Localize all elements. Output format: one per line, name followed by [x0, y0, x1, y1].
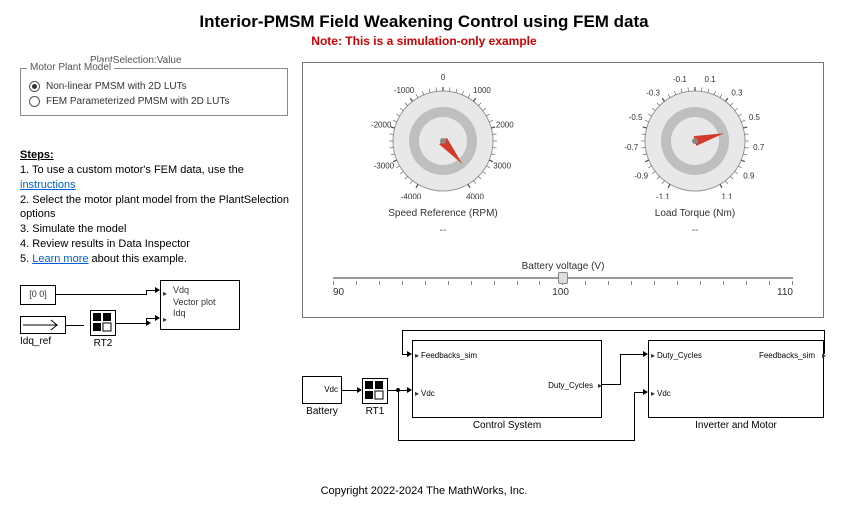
- radio-icon: [29, 81, 40, 92]
- svg-text:0.5: 0.5: [749, 113, 761, 122]
- svg-text:-0.3: -0.3: [646, 89, 660, 98]
- scope-port-vdq: Vdq: [173, 285, 235, 297]
- rt1-block[interactable]: [362, 378, 388, 404]
- svg-text:-1000: -1000: [394, 86, 415, 95]
- inv-port-dutycycles: Duty_Cycles: [657, 351, 702, 360]
- svg-text:-0.5: -0.5: [629, 113, 643, 122]
- learn-more-link[interactable]: Learn more: [32, 253, 88, 265]
- svg-text:2000: 2000: [496, 120, 514, 129]
- svg-text:0.9: 0.9: [743, 172, 755, 181]
- torque-gauge-value: --: [585, 225, 805, 236]
- torque-gauge[interactable]: -1.1 -0.9 -0.7 -0.5 -0.3 -0.1 0.1 0.3 0.5 0.7 0.9 1…: [585, 69, 805, 236]
- svg-text:-0.1: -0.1: [673, 75, 687, 84]
- slider-min: 90: [333, 287, 344, 298]
- inv-port-feedbacks: Feedbacks_sim: [759, 351, 815, 360]
- step-4: 4. Review results in Data Inspector: [20, 238, 190, 250]
- steps-heading: Steps:: [20, 149, 54, 161]
- ctrl-port-dutycycles: Duty_Cycles: [548, 381, 593, 390]
- ctrl-port-feedbacks: Feedbacks_sim: [421, 351, 477, 360]
- svg-text:-1.1: -1.1: [656, 192, 670, 199]
- battery-label: Battery: [302, 406, 342, 417]
- vector-plot-scope[interactable]: ▸ ▸ Vdq Vector plot Idq: [160, 280, 240, 330]
- scope-port-idq: Idq: [173, 308, 235, 320]
- copyright: Copyright 2022-2024 The MathWorks, Inc.: [0, 485, 848, 497]
- svg-text:-0.7: -0.7: [624, 143, 638, 152]
- svg-text:3000: 3000: [493, 161, 511, 170]
- vector-plot-diagram: [0 0] Idq_ref RT2 ▸ ▸ Vdq Vector plot Id…: [20, 280, 280, 360]
- battery-slider[interactable]: 90 100 110: [333, 277, 793, 298]
- svg-text:0.7: 0.7: [753, 143, 765, 152]
- svg-text:-0.9: -0.9: [634, 172, 648, 181]
- plant-model-legend: Motor Plant Model: [27, 62, 114, 73]
- control-system-label: Control System: [412, 420, 602, 431]
- speed-gauge-value: --: [333, 225, 553, 236]
- idq-ref-label: Idq_ref: [20, 336, 66, 347]
- step-5: 5. Learn more about this example.: [20, 253, 187, 265]
- radio-fem-parameterized[interactable]: FEM Parameterized PMSM with 2D LUTs: [29, 94, 279, 109]
- svg-text:-3000: -3000: [374, 161, 395, 170]
- svg-text:-2000: -2000: [371, 120, 392, 129]
- radio-nonlinear-pmsm[interactable]: Non-linear PMSM with 2D LUTs: [29, 79, 279, 94]
- step-2: 2. Select the motor plant model from the…: [20, 194, 289, 221]
- svg-text:1000: 1000: [473, 86, 491, 95]
- block-diagram: Vdc Battery RT1 Feedbacks_sim Vdc Duty_C…: [302, 330, 824, 450]
- instructions-link[interactable]: instructions: [20, 179, 76, 191]
- speed-gauge-label: Speed Reference (RPM): [333, 208, 553, 219]
- torque-gauge-label: Load Torque (Nm): [585, 208, 805, 219]
- ctrl-port-vdc: Vdc: [421, 389, 435, 398]
- slider-thumb[interactable]: [558, 272, 568, 284]
- svg-text:4000: 4000: [466, 192, 484, 199]
- step-1: 1. To use a custom motor's FEM data, use…: [20, 164, 244, 191]
- slider-max: 110: [777, 287, 793, 298]
- battery-block[interactable]: Vdc: [302, 376, 342, 404]
- rt2-label: RT2: [84, 338, 122, 349]
- inverter-motor-label: Inverter and Motor: [648, 420, 824, 431]
- svg-text:0.1: 0.1: [705, 75, 717, 84]
- svg-text:0.3: 0.3: [731, 89, 743, 98]
- radio-label: FEM Parameterized PMSM with 2D LUTs: [46, 96, 229, 107]
- steps-panel: Steps: 1. To use a custom motor's FEM da…: [20, 148, 290, 267]
- inv-port-vdc: Vdc: [657, 389, 671, 398]
- constant-block[interactable]: [0 0]: [20, 285, 56, 305]
- control-system-block[interactable]: Feedbacks_sim Vdc Duty_Cycles ▸ ▸ ▸: [412, 340, 602, 418]
- step-3: 3. Simulate the model: [20, 223, 126, 235]
- dashboard-panel: -4000 -3000 -2000 -1000 0 1000 2000 3000 4000 Sp…: [302, 62, 824, 318]
- page-title: Interior-PMSM Field Weakening Control us…: [0, 0, 848, 32]
- slider-track: [333, 277, 793, 279]
- idq-ref-block[interactable]: [20, 316, 66, 334]
- rt2-block[interactable]: [90, 310, 116, 336]
- battery-slider-label: Battery voltage (V): [303, 261, 823, 272]
- radio-label: Non-linear PMSM with 2D LUTs: [46, 81, 187, 92]
- radio-icon: [29, 96, 40, 107]
- svg-text:-4000: -4000: [401, 192, 422, 199]
- plant-model-group: Motor Plant Model Non-linear PMSM with 2…: [20, 68, 288, 116]
- inverter-motor-block[interactable]: Duty_Cycles Vdc Feedbacks_sim ▸ ▸ ▸: [648, 340, 824, 418]
- simulation-note: Note: This is a simulation-only example: [0, 32, 848, 48]
- scope-title: Vector plot: [173, 297, 235, 309]
- slider-mid: 100: [552, 287, 569, 298]
- rt1-label: RT1: [356, 406, 394, 417]
- svg-text:1.1: 1.1: [721, 192, 733, 199]
- speed-gauge[interactable]: -4000 -3000 -2000 -1000 0 1000 2000 3000 4000 Sp…: [333, 69, 553, 236]
- speed-gauge-svg: -4000 -3000 -2000 -1000 0 1000 2000 3000 4000: [333, 69, 553, 199]
- battery-port-vdc: Vdc: [324, 385, 338, 394]
- svg-text:0: 0: [441, 73, 446, 82]
- torque-gauge-svg: -1.1 -0.9 -0.7 -0.5 -0.3 -0.1 0.1 0.3 0.5 0.7 0.9 1…: [585, 69, 805, 199]
- slider-end-labels: 90 100 110: [333, 287, 793, 298]
